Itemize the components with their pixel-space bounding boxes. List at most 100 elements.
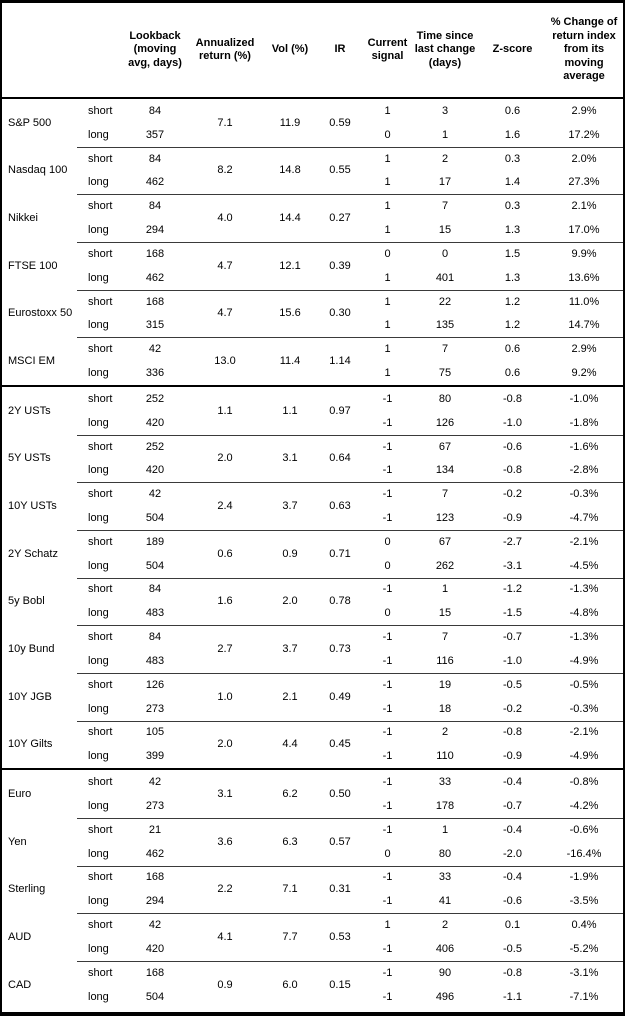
asset-group: 2Y USTs short long 252 420 1.1 1.1 0.97 -1 -1 80 12… — [2, 387, 623, 435]
lookback-cell: 84 — [148, 583, 162, 596]
pct-change-cell: -1.9% — [569, 871, 599, 884]
lookback-cell: 168 — [145, 295, 165, 308]
pct-change-cell: -1.8% — [569, 416, 599, 429]
pct-change-cell: -1.3% — [569, 631, 599, 644]
days-since-change-cell: 1 — [441, 583, 449, 596]
asset-group: MSCI EM short long 42 336 13.0 11.4 1.14 1 1 7 75 0.… — [2, 337, 623, 385]
annualized-return-cell: 3.6 — [217, 835, 233, 848]
ir-cell: 0.71 — [329, 547, 351, 560]
vol-cell: 12.1 — [279, 259, 301, 272]
ir-cell: 0.27 — [329, 212, 351, 225]
pct-change-cell: 9.9% — [571, 247, 597, 260]
z-score-cell: 0.6 — [504, 343, 521, 356]
pct-change-cell: 17.2% — [568, 128, 600, 141]
pct-change-cell: 2.1% — [571, 200, 597, 213]
current-signal-cell: -1 — [382, 990, 393, 1003]
asset-name-cell: MSCI EM — [8, 355, 56, 368]
asset-group: 10Y Gilts short long 105 399 2.0 4.4 0.45 -1 -1 2 1… — [2, 720, 623, 769]
z-score-cell: -0.5 — [503, 678, 522, 691]
z-score-cell: -0.2 — [503, 702, 522, 715]
lookback-cell: 462 — [145, 176, 165, 189]
z-score-cell: 1.3 — [504, 271, 521, 284]
leg-cell: short — [88, 488, 113, 501]
leg-cell: short — [88, 295, 113, 308]
lookback-cell: 84 — [148, 104, 162, 117]
leg-cell: short — [88, 343, 113, 356]
leg-cell: long — [88, 367, 109, 380]
pct-change-cell: 9.2% — [571, 367, 597, 380]
asset-group: 10y Bund short long 84 483 2.7 3.7 0.73 -1 -1 7 116… — [2, 625, 623, 673]
current-signal-cell: -1 — [382, 416, 393, 429]
leg-cell: short — [88, 392, 113, 405]
ir-cell: 0.64 — [329, 452, 351, 465]
ir-cell: 0.39 — [329, 259, 351, 272]
current-signal-cell: 0 — [384, 535, 391, 548]
leg-cell: short — [88, 535, 113, 548]
annualized-return-cell: 0.6 — [217, 547, 233, 560]
days-since-change-cell: 2 — [441, 919, 449, 932]
z-score-cell: -0.6 — [503, 895, 522, 908]
lookback-cell: 420 — [145, 416, 165, 429]
leg-cell: long — [88, 319, 109, 332]
ir-cell: 0.50 — [329, 788, 351, 801]
lookback-cell: 294 — [145, 224, 165, 237]
vol-cell: 11.9 — [279, 116, 301, 129]
z-score-cell: 0.3 — [504, 152, 521, 165]
leg-cell: long — [88, 559, 109, 572]
ir-cell: 0.73 — [329, 643, 351, 656]
current-signal-cell: 1 — [384, 319, 391, 332]
leg-cell: short — [88, 823, 113, 836]
leg-cell: long — [88, 176, 109, 189]
current-signal-cell: 0 — [384, 559, 391, 572]
header-annualized-return: Annualized return (%) — [195, 36, 255, 62]
lookback-cell: 168 — [145, 871, 165, 884]
days-since-change-cell: 15 — [438, 224, 452, 237]
days-since-change-cell: 15 — [438, 607, 452, 620]
days-since-change-cell: 262 — [435, 559, 455, 572]
current-signal-cell: -1 — [382, 702, 393, 715]
current-signal-cell: 1 — [384, 271, 391, 284]
annualized-return-cell: 4.0 — [217, 212, 233, 225]
days-since-change-cell: 1 — [441, 823, 449, 836]
pct-change-cell: 2.0% — [571, 152, 597, 165]
lookback-cell: 294 — [145, 895, 165, 908]
current-signal-cell: -1 — [382, 750, 393, 763]
pct-change-cell: -2.1% — [569, 535, 599, 548]
current-signal-cell: 1 — [384, 104, 391, 117]
lookback-cell: 315 — [145, 319, 165, 332]
leg-cell: long — [88, 511, 109, 524]
annualized-return-cell: 13.0 — [214, 355, 236, 368]
leg-cell: short — [88, 678, 113, 691]
pct-change-cell: -3.5% — [569, 895, 599, 908]
asset-group: Yen short long 21 462 3.6 6.3 0.57 -1 0 1 80 -0.4 -2.… — [2, 817, 623, 866]
annualized-return-cell: 8.2 — [217, 164, 233, 177]
asset-group: Euro short long 42 273 3.1 6.2 0.50 -1 -1 33 178 -0.… — [2, 770, 623, 818]
lookback-cell: 504 — [145, 511, 165, 524]
vol-cell: 3.7 — [282, 500, 298, 513]
current-signal-cell: -1 — [382, 511, 393, 524]
lookback-cell: 420 — [145, 942, 165, 955]
days-since-change-cell: 19 — [438, 678, 452, 691]
header-vol: Vol (%) — [271, 43, 309, 56]
days-since-change-cell: 7 — [441, 631, 449, 644]
pct-change-cell: -4.9% — [569, 654, 599, 667]
vol-cell: 7.7 — [282, 930, 298, 943]
asset-group: 2Y Schatz short long 189 504 0.6 0.9 0.71 0 0 67 26… — [2, 529, 623, 578]
lookback-cell: 105 — [145, 726, 165, 739]
z-score-cell: 1.2 — [504, 319, 521, 332]
vol-cell: 3.1 — [282, 452, 298, 465]
days-since-change-cell: 2 — [441, 726, 449, 739]
asset-group: 10Y JGB short long 126 273 1.0 2.1 0.49 -1 -1 19 18… — [2, 672, 623, 721]
lookback-cell: 273 — [145, 702, 165, 715]
pct-change-cell: -4.9% — [569, 750, 599, 763]
ir-cell: 0.45 — [329, 738, 351, 751]
ir-cell: 0.97 — [329, 404, 351, 417]
annualized-return-cell: 2.2 — [217, 883, 233, 896]
vol-cell: 14.8 — [279, 164, 301, 177]
lookback-cell: 462 — [145, 271, 165, 284]
lookback-cell: 420 — [145, 464, 165, 477]
pct-change-cell: -2.1% — [569, 726, 599, 739]
ir-cell: 0.15 — [329, 978, 351, 991]
lookback-cell: 168 — [145, 247, 165, 260]
section-bonds: 2Y USTs short long 252 420 1.1 1.1 0.97 -1 -1 80 12… — [2, 384, 623, 769]
